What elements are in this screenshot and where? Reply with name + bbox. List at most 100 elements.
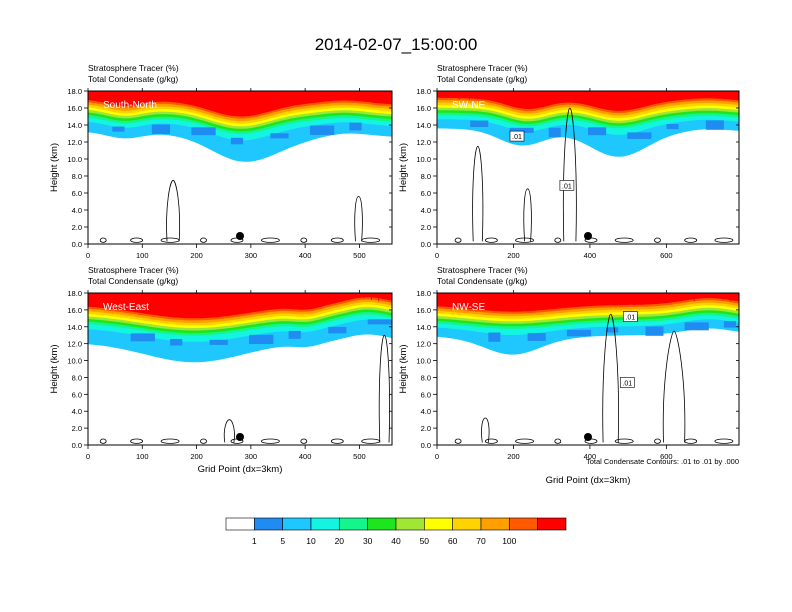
contour-cell xyxy=(515,237,534,243)
tracer-patch xyxy=(328,326,347,334)
tracer-patch xyxy=(645,326,664,336)
y-tick-label: 18.0 xyxy=(416,289,431,298)
contour-cell xyxy=(160,237,180,243)
tracer-patch xyxy=(588,127,607,136)
y-tick-label: 10.0 xyxy=(416,155,431,164)
contour-cell xyxy=(130,237,144,243)
contour-cell xyxy=(614,438,634,444)
contour-line xyxy=(166,179,181,242)
tracer-patch xyxy=(627,132,652,139)
y-tick-label: 12.0 xyxy=(67,340,82,349)
y-axis-label: Height (km) xyxy=(398,344,409,393)
tracer-band-0 xyxy=(88,91,392,117)
colorbar-label: 70 xyxy=(476,536,486,546)
field1-label: Stratosphere Tracer (%) xyxy=(88,63,179,73)
tracer-patch xyxy=(723,321,736,328)
y-axis-label: Height (km) xyxy=(49,143,60,192)
tracer-patch xyxy=(684,322,709,331)
contour-line xyxy=(562,107,577,242)
y-axis-label: Height (km) xyxy=(398,143,409,192)
colorbar-label: 1 xyxy=(252,536,257,546)
contour-line xyxy=(662,330,686,443)
contour-cell xyxy=(99,438,107,444)
contour-label: .01 xyxy=(512,134,522,141)
tracer-field xyxy=(88,91,392,244)
contour-line xyxy=(223,419,235,443)
contour-label: .01 xyxy=(562,183,572,190)
contour-line xyxy=(472,145,484,242)
contour-cell xyxy=(454,438,462,444)
field1-label: Stratosphere Tracer (%) xyxy=(437,265,528,275)
contour-cell xyxy=(160,438,180,444)
contour-cell xyxy=(554,438,562,444)
y-tick-label: 10.0 xyxy=(416,357,431,366)
colorbar-label: 30 xyxy=(363,536,373,546)
tracer-patch xyxy=(270,133,289,139)
y-tick-label: 0.0 xyxy=(421,441,431,450)
contour-footnote: Total Condensate Contours: .01 to .01 by… xyxy=(586,457,739,466)
panel-name: SW-NE xyxy=(452,100,485,111)
contour-cell xyxy=(684,438,698,444)
colorbar-cell xyxy=(395,517,425,531)
contour-cell xyxy=(454,237,462,243)
y-tick-label: 16.0 xyxy=(416,104,431,113)
contour-label-box xyxy=(509,130,525,142)
contour-cell xyxy=(654,237,661,243)
contour-label: .01 xyxy=(625,315,635,322)
y-tick-label: 14.0 xyxy=(67,121,82,130)
tracer-patch xyxy=(170,339,183,346)
contour-cell xyxy=(330,237,344,243)
colorbar-cell xyxy=(310,517,340,531)
colorbar-label: 40 xyxy=(391,536,401,546)
contour-cell xyxy=(260,237,280,243)
contour-label-box xyxy=(619,377,635,388)
x-tick-label: 300 xyxy=(245,251,258,260)
y-tick-label: 6.0 xyxy=(421,189,431,198)
tracer-patch xyxy=(288,330,301,339)
colorbar-cell xyxy=(452,517,482,531)
y-tick-label: 4.0 xyxy=(421,407,431,416)
field2-label: Total Condensate (g/kg) xyxy=(437,276,527,286)
condensate-contours xyxy=(454,107,734,243)
y-tick-label: 0.0 xyxy=(72,240,82,249)
y-tick-label: 14.0 xyxy=(67,323,82,332)
y-tick-label: 10.0 xyxy=(67,155,82,164)
y-tick-label: 4.0 xyxy=(72,407,82,416)
y-tick-label: 0.0 xyxy=(421,240,431,249)
tracer-patch xyxy=(566,329,592,337)
x-axis-label: Grid Point (dx=3km) xyxy=(198,464,283,475)
y-tick-label: 10.0 xyxy=(67,357,82,366)
x-tick-label: 100 xyxy=(136,452,149,461)
condensate-contours xyxy=(454,313,734,444)
y-tick-label: 6.0 xyxy=(421,390,431,399)
x-tick-label: 500 xyxy=(353,452,366,461)
contour-cell xyxy=(484,237,498,243)
field1-label: Stratosphere Tracer (%) xyxy=(88,265,179,275)
location-marker xyxy=(236,232,244,240)
tracer-patch xyxy=(249,334,274,345)
x-tick-label: 400 xyxy=(299,452,312,461)
x-tick-label: 200 xyxy=(507,452,520,461)
contour-cell xyxy=(130,438,144,444)
tracer-patch xyxy=(112,126,125,132)
panel-west-east: 0.0 2.0 4.0 6.0 8.0 10.0 12.0 14.0 16.0 18.0 0 100 2… xyxy=(49,265,393,475)
x-tick-label: 400 xyxy=(584,251,597,260)
y-tick-label: 8.0 xyxy=(72,373,82,382)
tracer-field xyxy=(88,293,392,445)
contour-cell xyxy=(200,438,207,444)
plot-frame xyxy=(87,292,393,446)
colorbar-label: 20 xyxy=(335,536,345,546)
x-tick-label: 600 xyxy=(660,452,673,461)
x-tick-label: 400 xyxy=(299,251,312,260)
tracer-patch xyxy=(349,122,362,131)
contour-line xyxy=(481,417,490,443)
contour-line xyxy=(354,195,363,242)
contour-cell xyxy=(200,237,207,243)
colorbar-cell xyxy=(339,517,368,531)
tracer-patch xyxy=(151,124,170,134)
contour-cell xyxy=(554,237,562,243)
colorbar-cell xyxy=(424,517,453,531)
contour-label-box xyxy=(622,311,638,322)
y-tick-label: 18.0 xyxy=(416,87,431,96)
contour-cell xyxy=(614,237,634,243)
